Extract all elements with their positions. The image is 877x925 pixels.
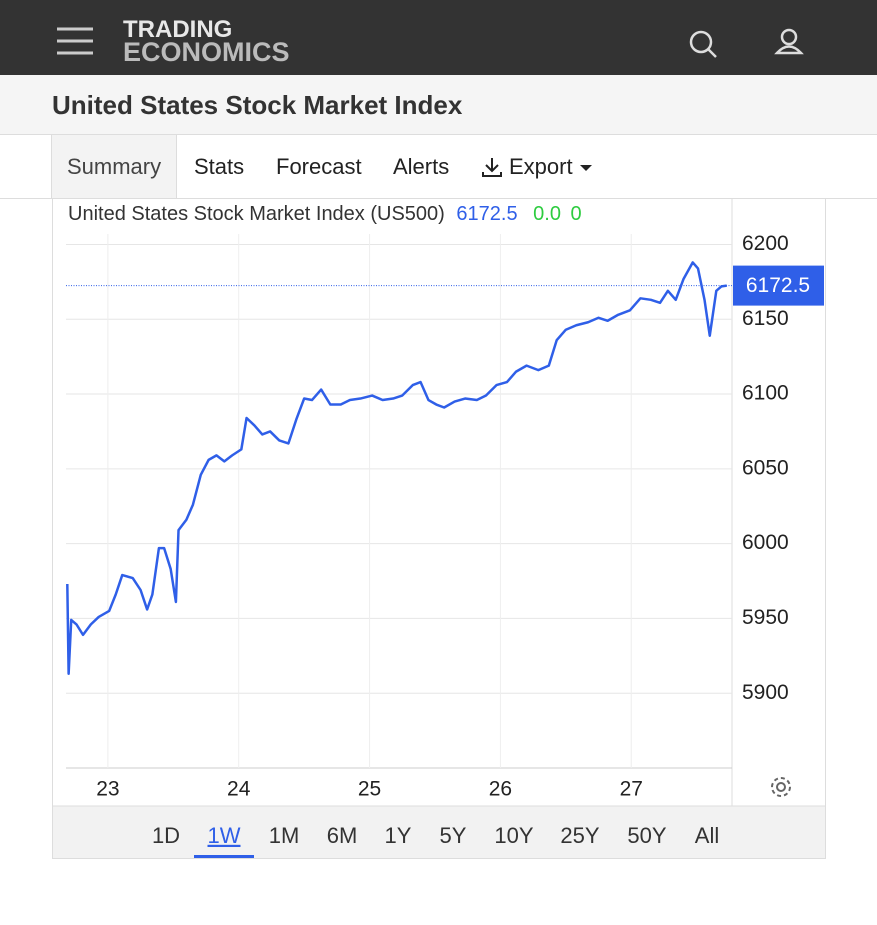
range-button[interactable]: 10Y [494, 823, 533, 848]
dropdown-caret [580, 165, 592, 171]
last-value-box [733, 265, 824, 306]
tab[interactable]: Stats [194, 154, 245, 179]
legend-change: 0.0 [533, 203, 561, 225]
user-icon[interactable] [774, 28, 804, 55]
range-button[interactable]: 1D [152, 823, 180, 848]
range-button[interactable]: 5Y [440, 823, 467, 848]
legend-change-percent: 0 [571, 203, 582, 225]
x-tick-label: 26 [489, 778, 512, 801]
y-tick-label: 5900 [742, 681, 789, 704]
range-button[interactable]: 6M [327, 823, 358, 848]
logo[interactable]: TRADING ECONOMICS [123, 16, 290, 67]
tab[interactable]: Export [509, 154, 573, 179]
legend: United States Stock Market Index (US500)… [68, 203, 582, 225]
logo-bottom: ECONOMICS [123, 37, 290, 67]
download-icon [482, 158, 502, 177]
last-value-label: 6172.5 [746, 274, 810, 297]
range-button[interactable]: 50Y [627, 823, 666, 848]
tab[interactable]: Summary [51, 135, 178, 198]
y-tick-label: 5950 [742, 606, 789, 629]
x-tick-label: 27 [620, 778, 643, 801]
top-bar: TRADING ECONOMICS [0, 0, 877, 75]
tab[interactable]: Forecast [276, 154, 362, 179]
x-tick-label: 25 [358, 778, 381, 801]
range-active-indicator [194, 855, 254, 858]
y-tick-label: 6150 [742, 307, 789, 330]
settings-icon[interactable] [771, 777, 791, 797]
price-line [66, 261, 727, 676]
x-tick-label: 24 [227, 778, 251, 801]
range-button[interactable]: 1W [208, 823, 241, 848]
y-tick-label: 6000 [742, 531, 789, 554]
tab[interactable]: Alerts [393, 154, 450, 179]
y-tick-label: 6200 [742, 232, 789, 255]
title-bar: United States Stock Market Index [0, 75, 877, 135]
range-bar [53, 806, 825, 858]
top-icons [57, 27, 804, 58]
logo-top: TRADING [123, 16, 233, 43]
range-button[interactable]: 1M [269, 823, 300, 848]
y-tick-label: 6100 [742, 382, 789, 405]
range-button[interactable]: 25Y [560, 823, 599, 848]
menu-icon[interactable] [57, 27, 93, 55]
legend-title: United States Stock Market Index (US500) [68, 203, 445, 225]
legend-value: 6172.5 [456, 203, 517, 225]
range-button[interactable]: All [695, 823, 719, 848]
x-tick-label: 23 [96, 778, 119, 801]
chart-frame [52, 198, 826, 859]
y-tick-label: 6050 [742, 456, 789, 479]
range-button[interactable]: 1Y [385, 823, 412, 848]
search-icon[interactable] [689, 30, 717, 58]
page-title: United States Stock Market Index [52, 90, 463, 120]
